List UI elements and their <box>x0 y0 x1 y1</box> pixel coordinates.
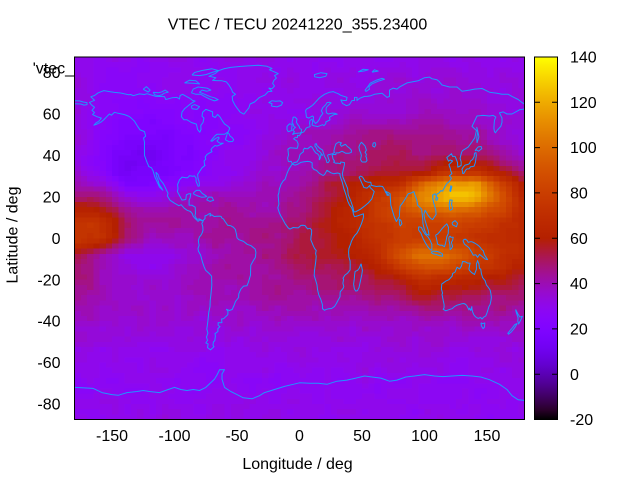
svg-text:40: 40 <box>570 276 588 293</box>
svg-text:80: 80 <box>43 65 61 82</box>
svg-text:-80: -80 <box>37 397 60 414</box>
svg-text:40: 40 <box>43 148 61 165</box>
svg-text:VTEC / TECU 20241220_355.23400: VTEC / TECU 20241220_355.23400 <box>168 17 428 34</box>
svg-text:0: 0 <box>295 428 304 445</box>
svg-text:100: 100 <box>570 140 597 157</box>
svg-text:Longitude / deg: Longitude / deg <box>242 456 352 473</box>
svg-text:-60: -60 <box>37 355 60 372</box>
svg-text:140: 140 <box>570 50 597 67</box>
svg-text:80: 80 <box>570 186 588 203</box>
svg-text:60: 60 <box>570 231 588 248</box>
svg-text:-100: -100 <box>158 428 190 445</box>
svg-text:-150: -150 <box>96 428 128 445</box>
svg-text:50: 50 <box>353 428 371 445</box>
svg-text:100: 100 <box>411 428 438 445</box>
svg-text:0: 0 <box>570 367 579 384</box>
svg-text:150: 150 <box>474 428 501 445</box>
svg-text:120: 120 <box>570 95 597 112</box>
svg-text:0: 0 <box>52 231 61 248</box>
svg-text:20: 20 <box>43 189 61 206</box>
svg-text:60: 60 <box>43 107 61 124</box>
svg-text:Latitude / deg: Latitude / deg <box>5 187 22 284</box>
svg-text:-50: -50 <box>225 428 248 445</box>
svg-text:'vtec_: 'vtec_ <box>33 61 75 78</box>
svg-text:20: 20 <box>570 322 588 339</box>
svg-text:-20: -20 <box>37 272 60 289</box>
svg-text:-20: -20 <box>570 412 593 429</box>
svg-text:-40: -40 <box>37 314 60 331</box>
